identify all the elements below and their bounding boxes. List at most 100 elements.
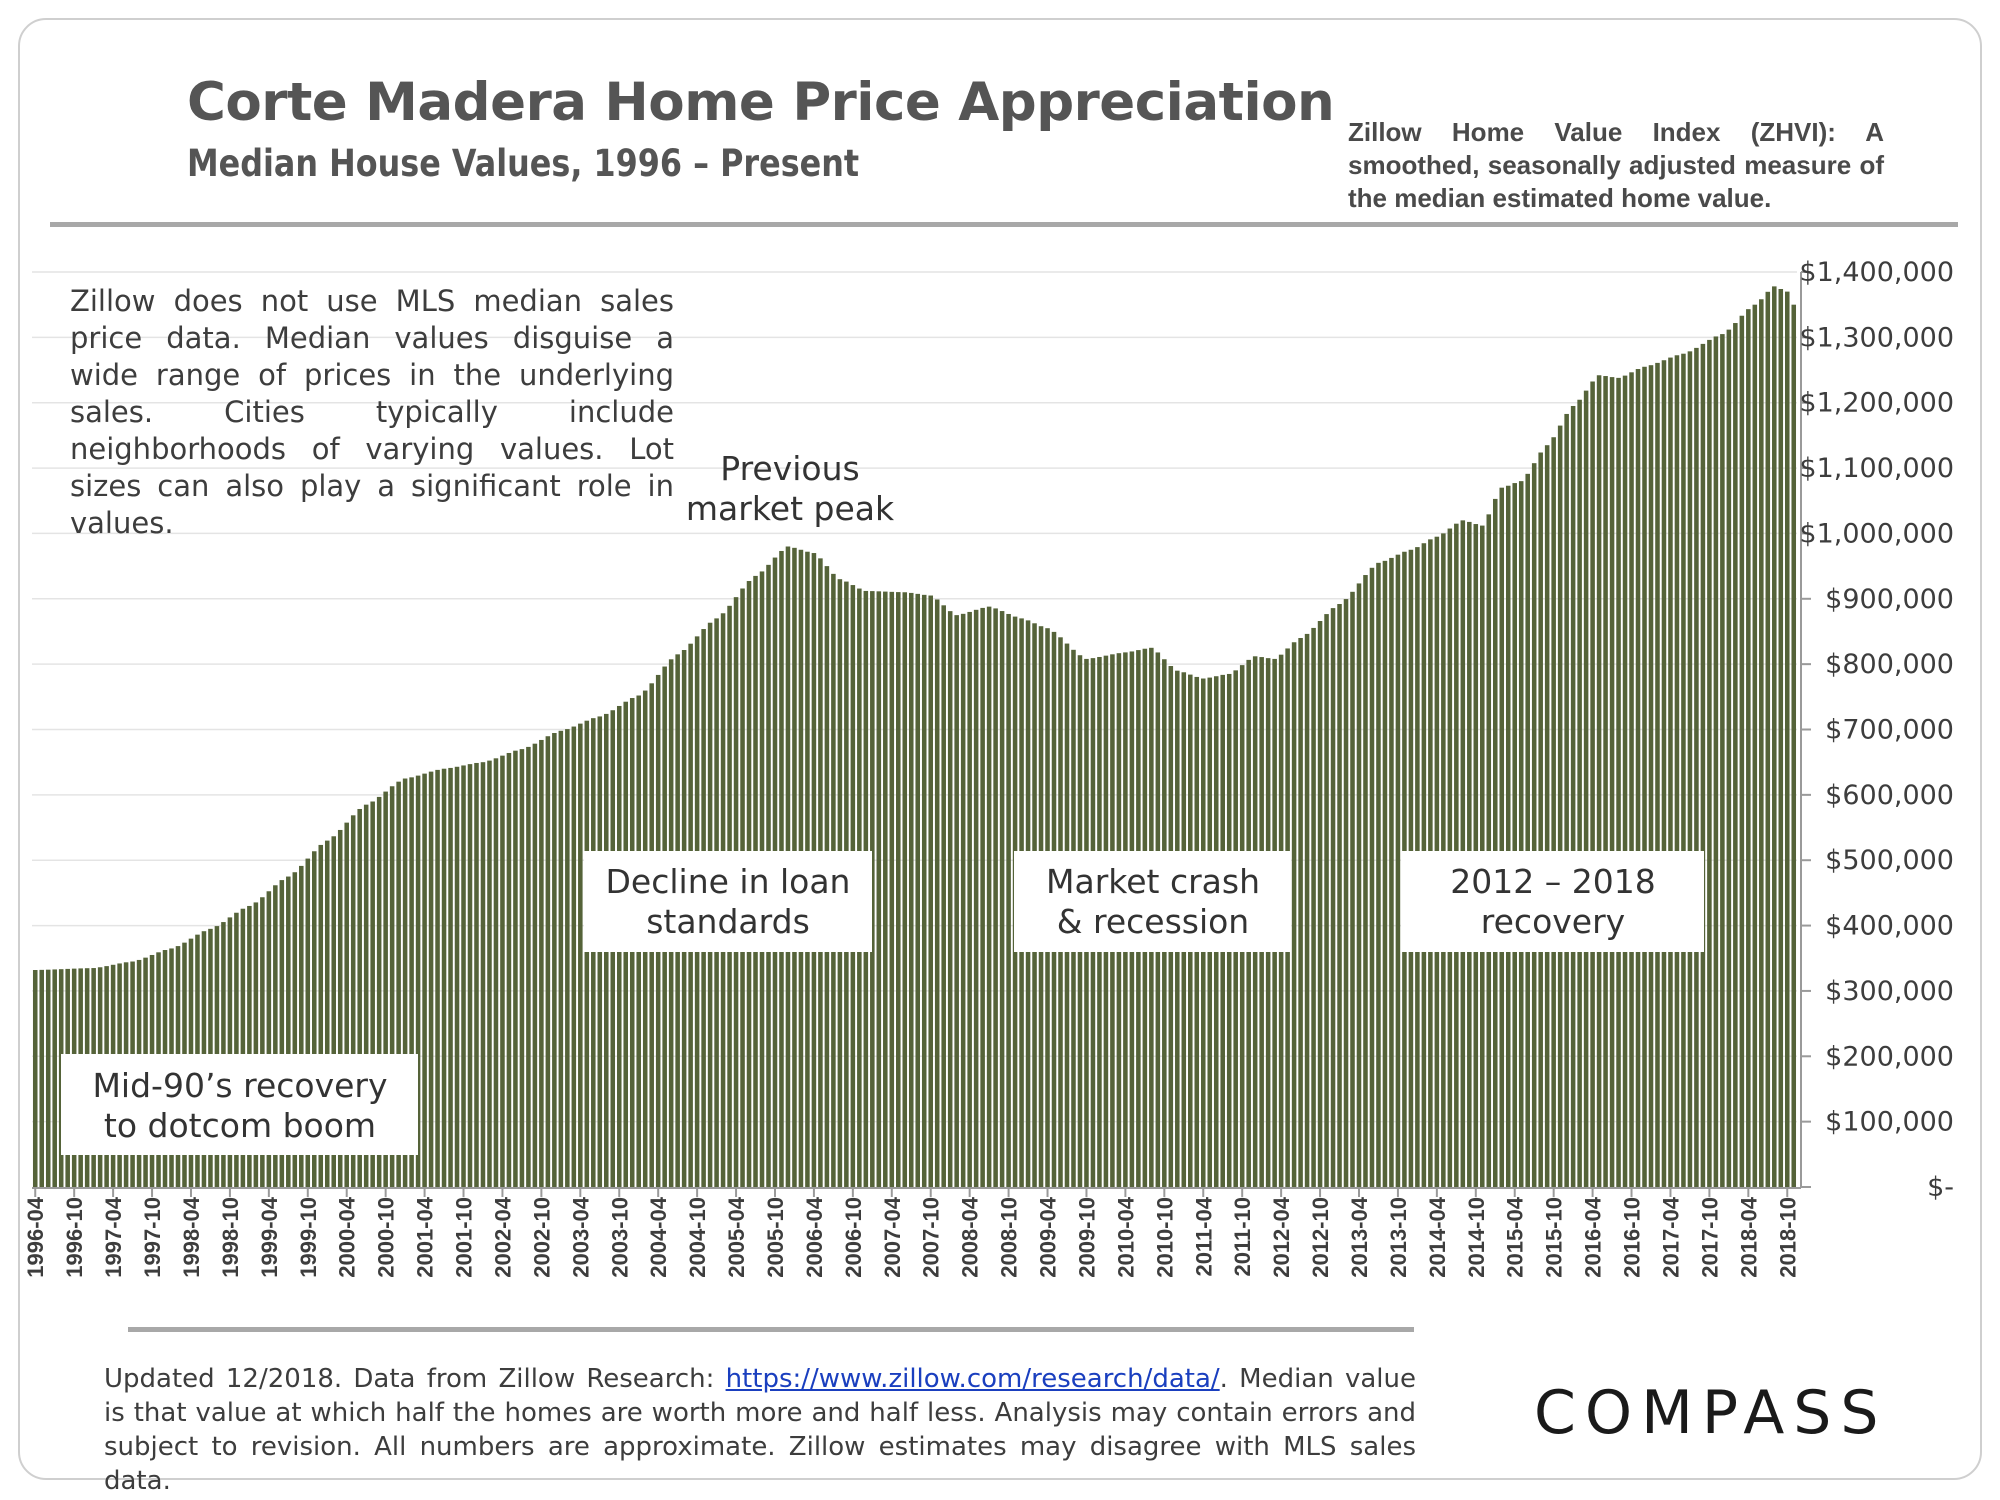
- y-tick-label: $1,200,000: [1799, 388, 1954, 419]
- bar: [1486, 514, 1492, 1187]
- bar: [337, 829, 343, 1187]
- y-tick-label: $600,000: [1825, 780, 1954, 811]
- bar: [1531, 463, 1537, 1187]
- bar: [513, 750, 518, 1187]
- bar: [883, 591, 888, 1187]
- bar: [1389, 557, 1394, 1187]
- bar: [344, 822, 349, 1187]
- x-tick-label: 2011-04: [1191, 1196, 1216, 1276]
- bar: [1609, 377, 1615, 1188]
- y-tick-label: $300,000: [1825, 976, 1954, 1007]
- bar: [1512, 483, 1517, 1188]
- bar: [467, 764, 473, 1187]
- bar: [928, 595, 933, 1187]
- x-tick-label: 1997-04: [101, 1196, 126, 1278]
- bar: [363, 804, 369, 1187]
- bar: [1382, 560, 1388, 1187]
- bar: [1765, 291, 1771, 1187]
- bar: [260, 897, 265, 1187]
- x-tick-label: 2004-10: [685, 1197, 710, 1278]
- bar: [1356, 583, 1362, 1187]
- x-tick-label: 2009-10: [1074, 1197, 1099, 1278]
- bar: [286, 876, 291, 1187]
- bar: [1642, 366, 1647, 1187]
- bar: [1785, 291, 1790, 1187]
- bar: [480, 762, 486, 1187]
- bar: [1791, 304, 1797, 1187]
- bar: [565, 729, 570, 1187]
- bar: [539, 739, 544, 1187]
- bar: [1525, 473, 1530, 1188]
- x-tick-label: 2017-10: [1697, 1197, 1722, 1278]
- bar: [331, 836, 337, 1187]
- bar: [279, 880, 285, 1187]
- bar: [973, 609, 979, 1187]
- bar: [441, 768, 447, 1187]
- bar: [454, 766, 460, 1187]
- bar: [1369, 567, 1375, 1187]
- bar: [1726, 329, 1732, 1187]
- bar: [389, 786, 395, 1187]
- annotation-text-loan: standards: [646, 902, 810, 941]
- x-tick-label: 2014-04: [1425, 1196, 1450, 1278]
- x-tick-label: 2015-04: [1503, 1196, 1528, 1278]
- x-tick-label: 2007-10: [919, 1197, 944, 1278]
- bar: [1583, 390, 1589, 1187]
- x-tick-label: 2002-04: [490, 1196, 515, 1278]
- header-divider: [50, 222, 1958, 227]
- x-tick-label: 1996-10: [62, 1197, 87, 1278]
- bar: [1746, 309, 1751, 1187]
- annotation-text-peak: Previous: [720, 449, 859, 488]
- bar: [584, 720, 590, 1187]
- chart-subtitle: Median House Values, 1996 – Present: [187, 142, 860, 185]
- bar: [227, 917, 233, 1187]
- x-tick-label: 2002-10: [529, 1197, 554, 1278]
- y-tick-label: $1,000,000: [1799, 518, 1954, 549]
- bar: [526, 746, 531, 1187]
- bar: [1570, 405, 1576, 1188]
- bar: [578, 723, 583, 1187]
- zillow-research-link[interactable]: https://www.zillow.com/research/data/: [725, 1364, 1220, 1394]
- bar: [422, 773, 427, 1187]
- zhvi-definition-note: Zillow Home Value Index (ZHVI): A smooth…: [1348, 117, 1884, 213]
- x-tick-label: 1997-10: [140, 1197, 165, 1278]
- bar: [889, 591, 895, 1187]
- x-tick-label: 2008-10: [997, 1197, 1022, 1278]
- x-tick-label: 2012-10: [1308, 1197, 1333, 1278]
- x-tick-label: 2014-10: [1464, 1197, 1489, 1278]
- bar: [1317, 621, 1323, 1187]
- bar: [1492, 498, 1498, 1187]
- bar: [1687, 351, 1693, 1188]
- annotation-text-loan: Decline in loan: [606, 862, 851, 901]
- bar: [1551, 437, 1556, 1188]
- bar: [1337, 604, 1342, 1187]
- bar: [240, 908, 246, 1187]
- x-tick-label: 2006-10: [841, 1197, 866, 1278]
- bar: [415, 775, 421, 1187]
- annotation-text-dotcom: Mid-90’s recovery: [92, 1066, 387, 1105]
- x-tick-label: 2016-04: [1581, 1196, 1606, 1278]
- x-tick-label: 1998-10: [218, 1197, 243, 1278]
- bar: [896, 592, 901, 1187]
- annotation-box-recovery: [1401, 851, 1704, 952]
- bar: [1713, 336, 1719, 1187]
- bar: [1661, 360, 1667, 1188]
- x-tick-label: 1996-04: [23, 1196, 48, 1278]
- bar: [921, 594, 927, 1187]
- bar: [1668, 357, 1673, 1187]
- x-tick-label: 2013-04: [1347, 1196, 1372, 1278]
- bar: [558, 730, 564, 1187]
- bar: [1291, 642, 1297, 1187]
- x-tick-label: 2010-10: [1152, 1197, 1177, 1278]
- bar: [39, 969, 44, 1187]
- y-tick-label: $700,000: [1825, 715, 1954, 746]
- bar: [383, 791, 388, 1187]
- bar: [1564, 413, 1569, 1187]
- bar: [1544, 445, 1550, 1187]
- bar: [902, 592, 908, 1187]
- bar: [1759, 299, 1764, 1187]
- bar: [474, 762, 479, 1187]
- bar: [409, 777, 414, 1187]
- bar: [954, 615, 959, 1188]
